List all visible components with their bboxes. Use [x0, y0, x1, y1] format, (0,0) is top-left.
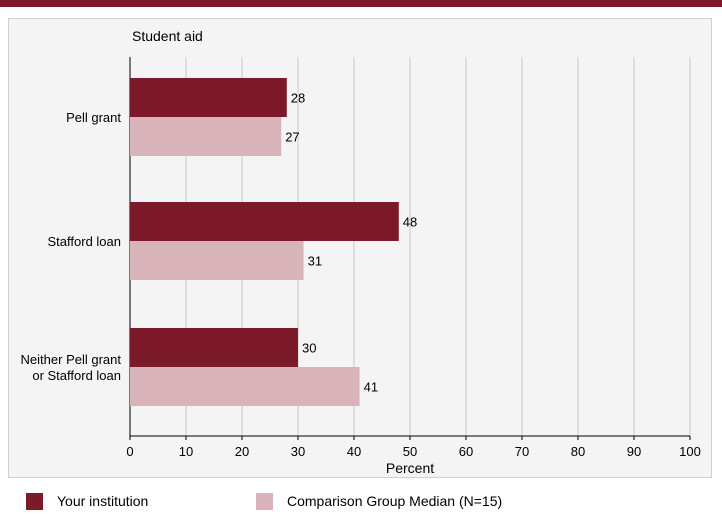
bars-layer	[130, 78, 399, 406]
bar-your-institution	[130, 78, 287, 117]
data-label: 31	[308, 254, 322, 269]
plot-panel	[8, 18, 712, 478]
bar-comparison-group	[130, 117, 282, 156]
bar-comparison-group	[130, 367, 360, 406]
x-tick-label: 70	[515, 444, 529, 459]
x-axis-label: Percent	[386, 460, 434, 476]
data-label: 28	[291, 91, 305, 106]
x-tick-label: 30	[291, 444, 305, 459]
x-tick-label: 90	[627, 444, 641, 459]
x-tick-label: 100	[679, 444, 701, 459]
legend-item-comparison-group: Comparison Group Median (N=15)	[256, 492, 502, 510]
data-label: 30	[302, 341, 316, 356]
data-label: 48	[403, 215, 417, 230]
category-label: Neither Pell grant or Stafford loan	[21, 352, 122, 383]
legend-label-comparison-group: Comparison Group Median (N=15)	[287, 493, 503, 509]
student-aid-chart: 0 10 20 30 40 50 60 70 80 90 100 28 27 Pell grant 48 31…	[21, 28, 701, 476]
x-tick-label: 40	[347, 444, 361, 459]
legend-swatch-comparison-group	[256, 492, 273, 510]
bar-your-institution	[130, 202, 399, 241]
bar-comparison-group	[130, 241, 304, 280]
legend-item-your-institution: Your institution	[26, 492, 148, 510]
x-tick-label: 80	[571, 444, 585, 459]
bar-your-institution	[130, 328, 298, 367]
x-tick-label: 50	[403, 444, 417, 459]
x-tick-label: 10	[179, 444, 193, 459]
x-tick-label: 20	[235, 444, 249, 459]
x-tick-label: 0	[126, 444, 133, 459]
legend: Your institution Comparison Group Median…	[0, 484, 722, 516]
chart-title: Student aid	[132, 28, 203, 44]
x-tick-label: 60	[459, 444, 473, 459]
category-label: Stafford loan	[48, 234, 121, 249]
labels-layer: 0 10 20 30 40 50 60 70 80 90 100 28 27 Pell grant 48 31…	[21, 91, 701, 460]
data-label: 41	[364, 380, 378, 395]
legend-label-your-institution: Your institution	[57, 493, 149, 509]
category-label: Pell grant	[66, 110, 121, 125]
legend-swatch-your-institution	[26, 492, 43, 510]
header-rule	[0, 0, 722, 7]
data-label: 27	[285, 130, 299, 145]
